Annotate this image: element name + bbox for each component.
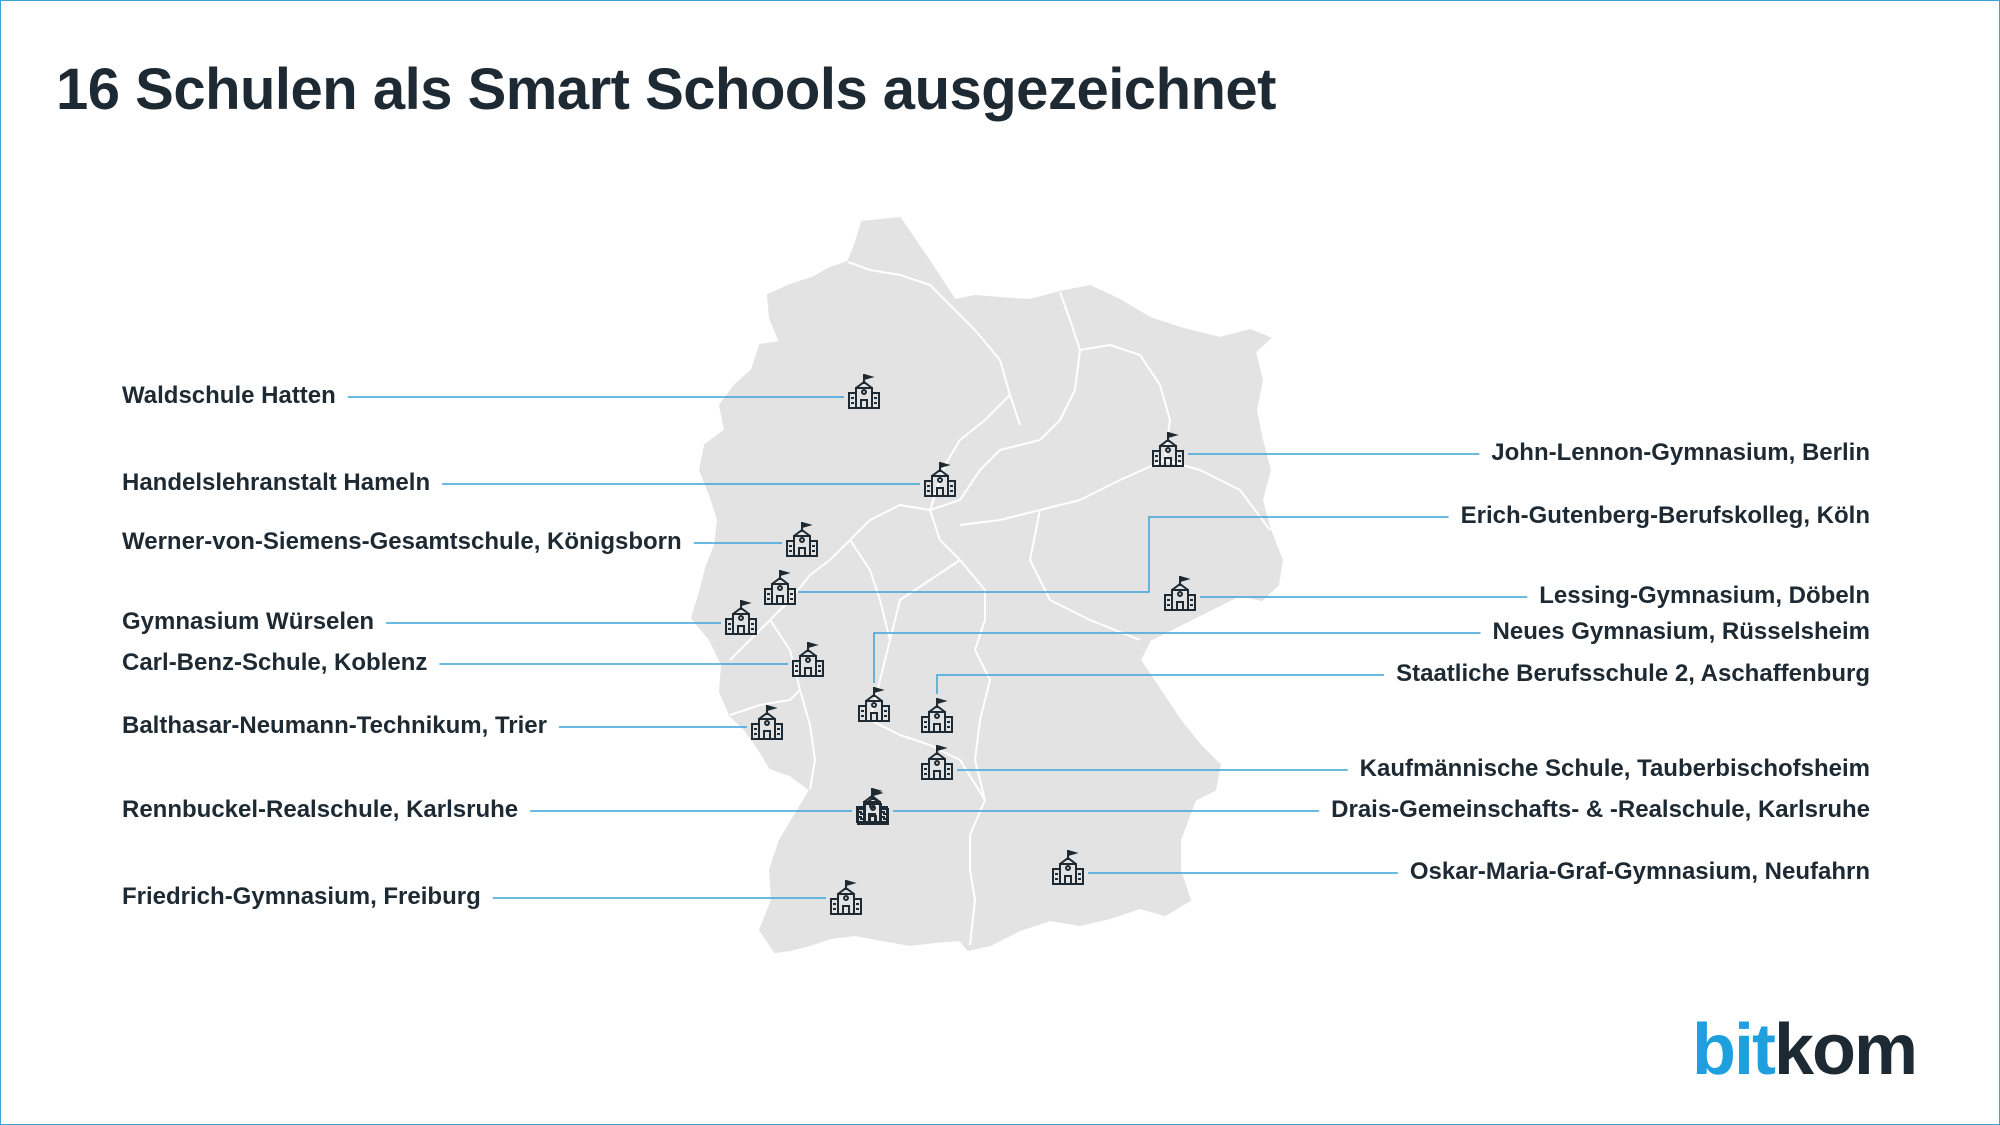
school-building-icon	[764, 570, 796, 605]
leader-lines	[347, 396, 1528, 899]
school-label: Lessing-Gymnasium, Döbeln	[1539, 582, 1870, 609]
logo-part-kom: kom	[1773, 1010, 1918, 1090]
school-label: Staatliche Berufsschule 2, Aschaffenburg	[1396, 660, 1870, 687]
school-building-icon	[1164, 576, 1196, 611]
school-label: Oskar-Maria-Graf-Gymnasium, Neufahrn	[1409, 858, 1870, 885]
state-borders	[729, 261, 1271, 946]
school-label: Balthasar-Neumann-Technikum, Trier	[122, 712, 547, 739]
school-label: Waldschule Hatten	[122, 382, 336, 409]
school-building-icon	[830, 880, 862, 915]
school-label: Drais-Gemeinschafts- & -Realschule, Karl…	[1331, 796, 1870, 823]
school-building-icon	[751, 705, 783, 740]
leader-line	[873, 632, 1481, 683]
school-label: John-Lennon-Gymnasium, Berlin	[1491, 439, 1870, 466]
school-building-icon	[1152, 432, 1184, 467]
school-building-icon	[792, 642, 824, 677]
logo-part-bit: bit	[1692, 1010, 1776, 1090]
page-title: 16 Schulen als Smart Schools ausgezeichn…	[56, 57, 1277, 122]
school-label: Kaufmännische Schule, Tauberbischofsheim	[1359, 755, 1870, 782]
school-building-icon	[921, 698, 953, 733]
leader-line	[936, 674, 1385, 694]
bitkom-logo: bitkom	[1692, 1010, 1918, 1090]
leader-line	[798, 516, 1449, 593]
school-building-icon	[1052, 850, 1084, 885]
school-label: Rennbuckel-Realschule, Karlsruhe	[122, 796, 519, 823]
school-label: Werner-von-Siemens-Gesamtschule, Königsb…	[122, 528, 682, 555]
school-building-icon	[857, 790, 889, 825]
school-label: Gymnasium Würselen	[122, 608, 375, 635]
school-label: Erich-Gutenberg-Berufskolleg, Köln	[1460, 502, 1870, 529]
school-label: Handelslehranstalt Hameln	[122, 469, 431, 496]
school-label: Neues Gymnasium, Rüsselsheim	[1492, 618, 1870, 645]
school-building-icon	[786, 522, 818, 557]
school-label: Friedrich-Gymnasium, Freiburg	[122, 883, 481, 910]
school-building-icon	[725, 600, 757, 635]
school-label: Carl-Benz-Schule, Koblenz	[122, 649, 428, 676]
school-markers	[725, 374, 1196, 915]
germany-outline	[690, 216, 1284, 954]
school-building-icon	[858, 687, 890, 722]
school-building-icon	[848, 374, 880, 409]
school-building-icon	[924, 462, 956, 497]
school-building-icon	[921, 745, 953, 780]
